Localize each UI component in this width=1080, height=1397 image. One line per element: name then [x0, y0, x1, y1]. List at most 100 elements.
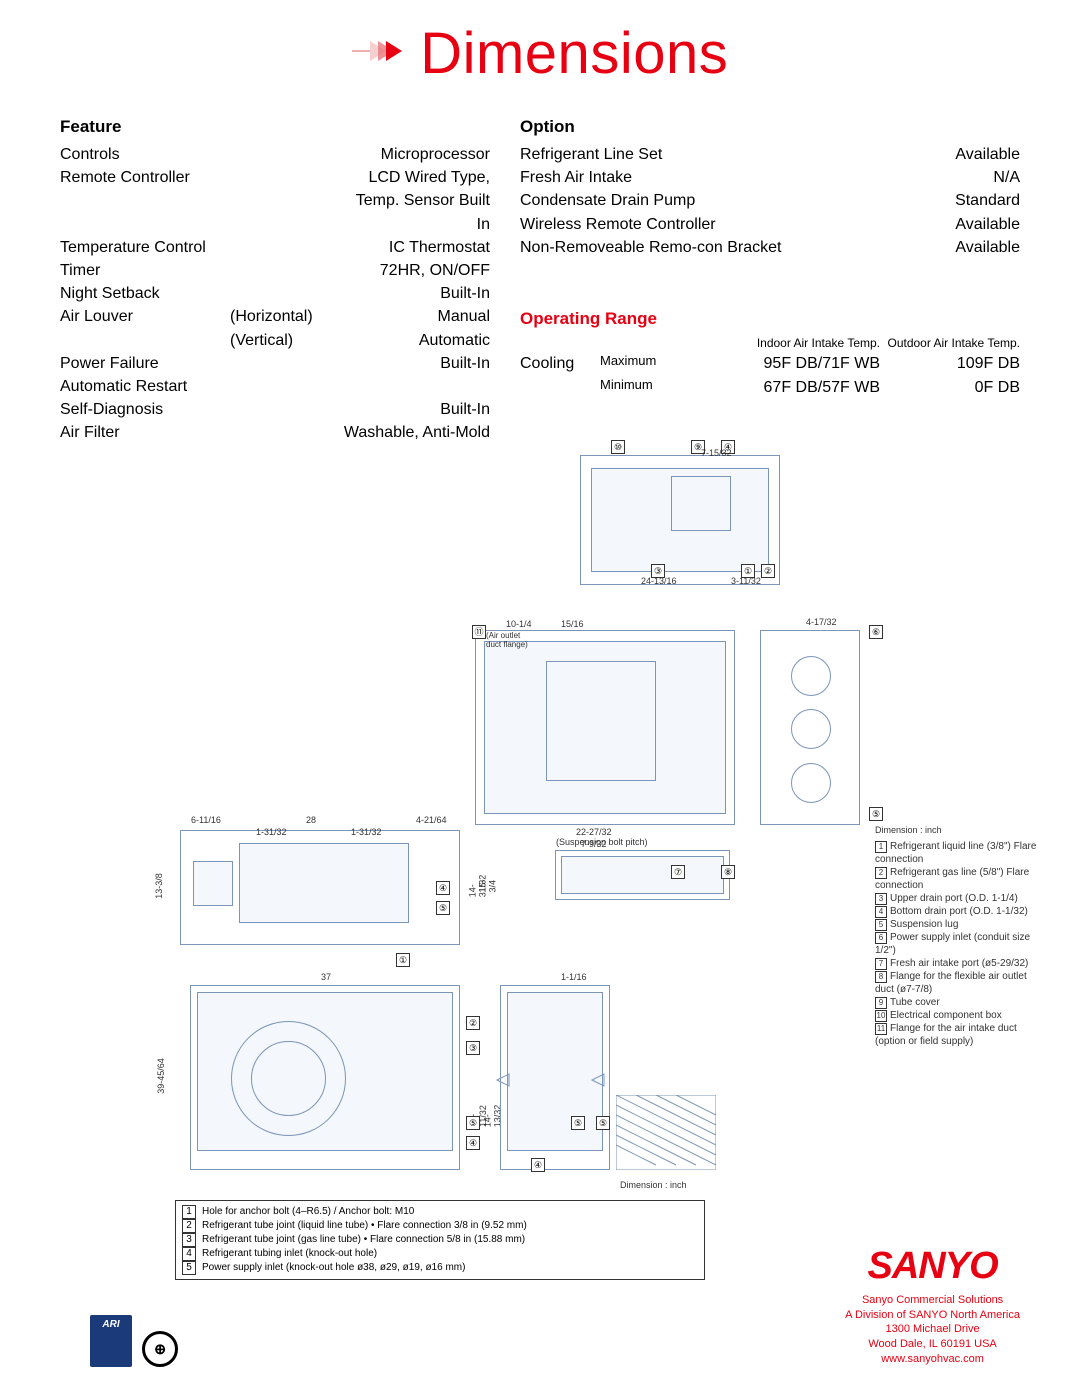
callout-1b: ① — [396, 953, 410, 967]
option-heading: Option — [520, 117, 1020, 137]
option-value: N/A — [810, 166, 1020, 189]
note-row: 5Power supply inlet (knock-out hole ø38,… — [182, 1261, 698, 1275]
outdoor-front-view: 37 39-45/64 13-11/32 14-13/32 ② ③ ⑤ ④ — [190, 985, 460, 1170]
cert-badges: ARI ⊕ — [90, 1315, 178, 1367]
note-row: 3Refrigerant tube joint (gas line tube) … — [182, 1233, 698, 1247]
indoor-legend: 1Refrigerant liquid line (3/8") Flare co… — [875, 840, 1045, 1048]
option-label: Fresh Air Intake — [520, 166, 810, 189]
note-row: 4Refrigerant tubing inlet (knock-out hol… — [182, 1247, 698, 1261]
callout-7: ⑦ — [671, 865, 685, 879]
legend-item: 6Power supply inlet (conduit size 1/2") — [875, 931, 1045, 957]
feature-mid — [230, 282, 340, 305]
footer-line: Wood Dale, IL 60191 USA — [845, 1337, 1020, 1352]
feature-mid — [230, 236, 340, 259]
note-row: 1Hole for anchor bolt (4–R6.5) / Anchor … — [182, 1205, 698, 1219]
op-mode — [520, 376, 600, 399]
option-row: Non-Removeable Remo-con BracketAvailable — [520, 236, 1020, 259]
feature-mid — [230, 398, 340, 421]
legend-item: 8Flange for the flexible air outlet duct… — [875, 970, 1045, 996]
sanyo-logo: SANYO — [845, 1241, 1020, 1292]
option-column: Option Refrigerant Line SetAvailableFres… — [520, 117, 1020, 444]
outdoor-notes: 1Hole for anchor bolt (4–R6.5) / Anchor … — [175, 1200, 705, 1280]
legend-item: 9Tube cover — [875, 996, 1045, 1009]
feature-row: (Vertical)Automatic — [60, 329, 490, 352]
callout-2: ② — [761, 564, 775, 578]
legend-item: 3Upper drain port (O.D. 1-1/4) — [875, 892, 1045, 905]
feature-label: Power Failure Automatic Restart — [60, 352, 230, 398]
option-value: Available — [810, 213, 1020, 236]
feature-value: IC Thermostat — [340, 236, 490, 259]
dimension-unit: Dimension : inch — [875, 825, 942, 835]
option-row: Condensate Drain PumpStandard — [520, 189, 1020, 212]
option-value: Available — [810, 236, 1020, 259]
footer-line: www.sanyohvac.com — [845, 1352, 1020, 1367]
arrow-right-icon — [352, 37, 408, 70]
footer-line: Sanyo Commercial Solutions — [845, 1293, 1020, 1308]
outdoor-callout-5: ⑤ — [466, 1116, 480, 1130]
outdoor-callout-4b: ④ — [531, 1158, 545, 1172]
option-label: Non-Removeable Remo-con Bracket — [520, 236, 810, 259]
feature-mid — [230, 352, 340, 398]
callout-6: ⑥ — [869, 625, 883, 639]
op-sub: Maximum — [600, 352, 710, 375]
feature-label: Timer — [60, 259, 230, 282]
feature-value: 72HR, ON/OFF — [340, 259, 490, 282]
option-value: Available — [810, 143, 1020, 166]
feature-value: Built-In — [340, 352, 490, 398]
indoor-bottom-view: ⑦ ⑧ 7-9/32 — [555, 850, 730, 900]
feature-mid — [230, 143, 340, 166]
legend-item: 2Refrigerant gas line (5/8") Flare conne… — [875, 866, 1045, 892]
feature-row: Timer 72HR, ON/OFF — [60, 259, 490, 282]
callout-11: ⑪ — [472, 625, 486, 639]
feature-value: Manual — [340, 305, 490, 328]
airflow-arrow-icon — [495, 1070, 515, 1095]
feature-row: ControlsMicroprocessor — [60, 143, 490, 166]
feature-mid: (Vertical) — [230, 329, 340, 352]
feature-value: Washable, Anti-Mold — [340, 421, 490, 444]
op-col-indoor: Indoor Air Intake Temp. — [710, 335, 880, 352]
legend-item: 1Refrigerant liquid line (3/8") Flare co… — [875, 840, 1045, 866]
feature-label: Controls — [60, 143, 230, 166]
feature-mid — [230, 259, 340, 282]
outdoor-base-hatch — [616, 1095, 716, 1170]
op-col-outdoor: Outdoor Air Intake Temp. — [880, 335, 1020, 352]
ari-badge-icon: ARI — [90, 1315, 132, 1367]
option-label: Condensate Drain Pump — [520, 189, 810, 212]
page-title: Dimensions — [420, 20, 728, 87]
legend-item: 7Fresh air intake port (ø5-29/32) — [875, 957, 1045, 970]
feature-heading: Feature — [60, 117, 490, 137]
feature-label: Temperature Control — [60, 236, 230, 259]
operating-range-table: Indoor Air Intake Temp.Outdoor Air Intak… — [520, 335, 1020, 399]
indoor-side-view: 6-11/16 28 4-21/64 1-31/32 1-31/32 13-3/… — [180, 830, 460, 945]
feature-row: Air FilterWashable, Anti-Mold — [60, 421, 490, 444]
option-row: Fresh Air IntakeN/A — [520, 166, 1020, 189]
option-label: Refrigerant Line Set — [520, 143, 810, 166]
indoor-top-small-view: ⑩ ⑨ ④ ① ② ③ 7-15/32 24-13/16 3-11/32 — [580, 455, 780, 585]
indoor-top-view: 10-1/4 15/16 22-27/32 (Suspension bolt p… — [475, 630, 735, 825]
note-row: 2Refrigerant tube joint (liquid line tub… — [182, 1219, 698, 1233]
op-outdoor: 109F DB — [880, 352, 1020, 375]
feature-mid — [230, 166, 340, 236]
callout-4b: ④ — [436, 881, 450, 895]
legend-item: 5Suspension lug — [875, 918, 1045, 931]
dimension-unit: Dimension : inch — [620, 1180, 687, 1190]
feature-row: Night SetbackBuilt-In — [60, 282, 490, 305]
operating-range-section: Operating Range Indoor Air Intake Temp.O… — [520, 309, 1020, 399]
feature-mid — [230, 421, 340, 444]
outdoor-callout-2: ② — [466, 1016, 480, 1030]
callout-8: ⑧ — [721, 865, 735, 879]
outdoor-callout-4: ④ — [466, 1136, 480, 1150]
outdoor-callout-3: ③ — [466, 1041, 480, 1055]
feature-row: Remote ControllerLCD Wired Type, Temp. S… — [60, 166, 490, 236]
op-mode: Cooling — [520, 352, 600, 375]
option-label: Wireless Remote Controller — [520, 213, 810, 236]
spec-columns: Feature ControlsMicroprocessorRemote Con… — [0, 97, 1080, 444]
feature-mid: (Horizontal) — [230, 305, 340, 328]
legend-item: 11Flange for the air intake duct (option… — [875, 1022, 1045, 1048]
feature-label: Self-Diagnosis — [60, 398, 230, 421]
feature-value: Built-In — [340, 282, 490, 305]
op-sub: Minimum — [600, 376, 710, 399]
legend-item: 10Electrical component box — [875, 1009, 1045, 1022]
csa-badge-icon: ⊕ — [142, 1331, 178, 1367]
feature-value: LCD Wired Type, Temp. Sensor Built In — [340, 166, 490, 236]
